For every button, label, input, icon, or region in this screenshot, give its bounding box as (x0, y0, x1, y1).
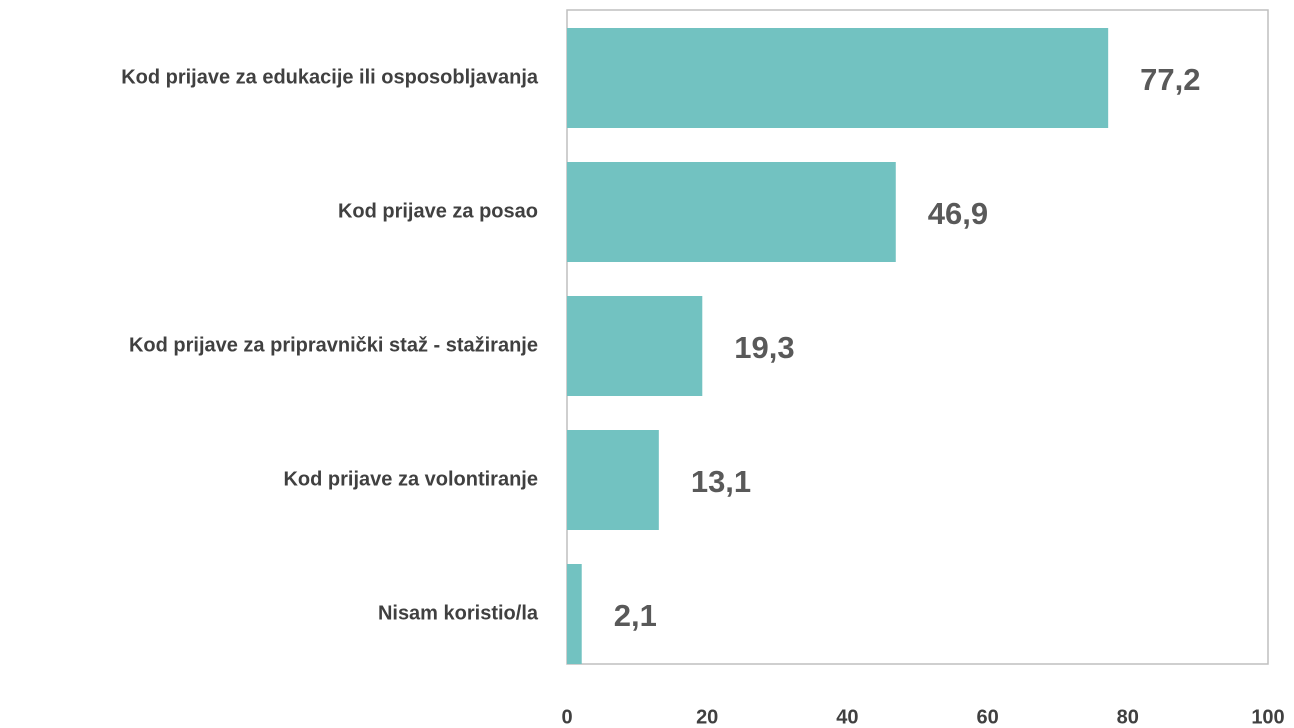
x-tick-label: 100 (1251, 706, 1284, 728)
value-label: 2,1 (614, 598, 657, 633)
category-label: Nisam koristio/la (378, 602, 539, 624)
category-label: Kod prijave za edukacije ili osposobljav… (121, 66, 539, 88)
x-tick-label: 20 (696, 706, 718, 728)
category-label: Kod prijave za pripravnički staž - staži… (129, 334, 538, 356)
category-label: Kod prijave za posao (338, 200, 538, 222)
x-tick-label: 0 (561, 706, 572, 728)
bar (567, 162, 896, 262)
category-label: Kod prijave za volontiranje (283, 468, 538, 490)
value-label: 13,1 (691, 464, 751, 499)
x-tick-label: 40 (836, 706, 858, 728)
value-label: 46,9 (928, 196, 988, 231)
x-tick-label: 80 (1117, 706, 1139, 728)
bar (567, 296, 703, 396)
value-label: 19,3 (734, 330, 794, 365)
bar (567, 564, 582, 664)
bar (567, 430, 659, 530)
bar (567, 28, 1109, 128)
value-label: 77,2 (1140, 62, 1200, 97)
x-tick-label: 60 (976, 706, 998, 728)
